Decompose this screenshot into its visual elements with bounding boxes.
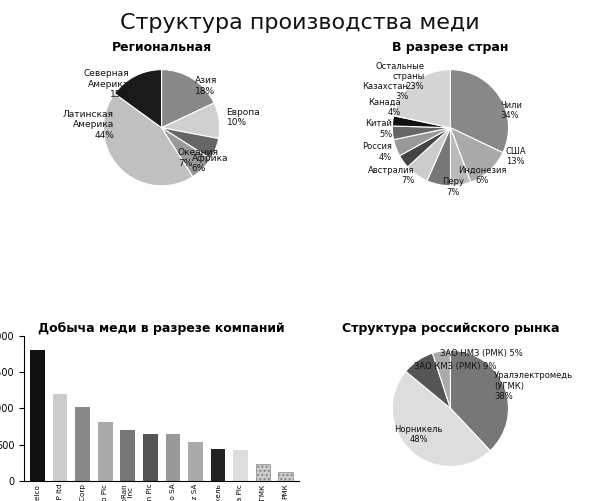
Text: Северная
Америка
15%: Северная Америка 15% (84, 69, 130, 99)
Text: Уралэлектромедь
(УГМК)
38%: Уралэлектромедь (УГМК) 38% (494, 371, 573, 401)
Bar (188, 442, 203, 481)
Wedge shape (392, 126, 451, 140)
Bar (98, 422, 113, 481)
Text: Перу
7%: Перу 7% (442, 177, 464, 196)
Text: Норникель
48%: Норникель 48% (394, 425, 443, 444)
Bar (233, 450, 248, 481)
Text: Австралия
7%: Австралия 7% (368, 166, 415, 185)
Wedge shape (451, 128, 503, 182)
Bar (256, 463, 271, 481)
Text: Чили
34%: Чили 34% (500, 101, 521, 120)
Bar (76, 407, 90, 481)
Wedge shape (427, 128, 451, 186)
Bar (278, 472, 293, 481)
Title: Добыча меди в разрезе компаний: Добыча меди в разрезе компаний (38, 322, 285, 335)
Wedge shape (161, 128, 218, 159)
Wedge shape (161, 103, 220, 139)
Text: Океания
7%: Океания 7% (178, 148, 219, 168)
Title: Структура российского рынка: Структура российского рынка (341, 322, 559, 335)
Text: Россия
4%: Россия 4% (362, 142, 392, 162)
Text: Европа
10%: Европа 10% (227, 108, 260, 127)
Text: Африка
6%: Африка 6% (192, 154, 228, 173)
Text: Индонезия
6%: Индонезия 6% (458, 166, 506, 185)
Wedge shape (392, 116, 451, 128)
Wedge shape (451, 70, 509, 153)
Bar (166, 434, 180, 481)
Text: Структура производства меди: Структура производства меди (120, 13, 480, 33)
Wedge shape (392, 371, 490, 466)
Wedge shape (451, 128, 470, 186)
Wedge shape (394, 128, 451, 156)
Bar (53, 394, 67, 481)
Text: Азия
18%: Азия 18% (195, 76, 218, 96)
Title: В разрезе стран: В разрезе стран (392, 41, 509, 54)
Wedge shape (161, 128, 211, 177)
Text: Китай
5%: Китай 5% (365, 119, 392, 139)
Bar (211, 449, 225, 481)
Wedge shape (400, 128, 451, 167)
Wedge shape (433, 350, 451, 408)
Text: Казахстан
3%: Казахстан 3% (362, 82, 409, 101)
Wedge shape (115, 70, 161, 128)
Text: Латинская
Америка
44%: Латинская Америка 44% (63, 110, 114, 140)
Bar (143, 434, 158, 481)
Wedge shape (161, 70, 214, 128)
Bar (121, 430, 135, 481)
Title: Региональная: Региональная (112, 41, 212, 54)
Bar (30, 350, 45, 481)
Wedge shape (451, 350, 509, 451)
Text: Остальные
страны
23%: Остальные страны 23% (376, 62, 424, 92)
Text: ЗАО КМЗ (РМК) 9%: ЗАО КМЗ (РМК) 9% (415, 362, 497, 371)
Wedge shape (407, 128, 451, 181)
Wedge shape (406, 353, 451, 408)
Text: США
13%: США 13% (506, 147, 526, 166)
Wedge shape (394, 70, 451, 128)
Text: ЗАО НМЗ (РМК) 5%: ЗАО НМЗ (РМК) 5% (440, 349, 523, 358)
Wedge shape (103, 94, 193, 186)
Text: Канада
4%: Канада 4% (368, 98, 401, 117)
